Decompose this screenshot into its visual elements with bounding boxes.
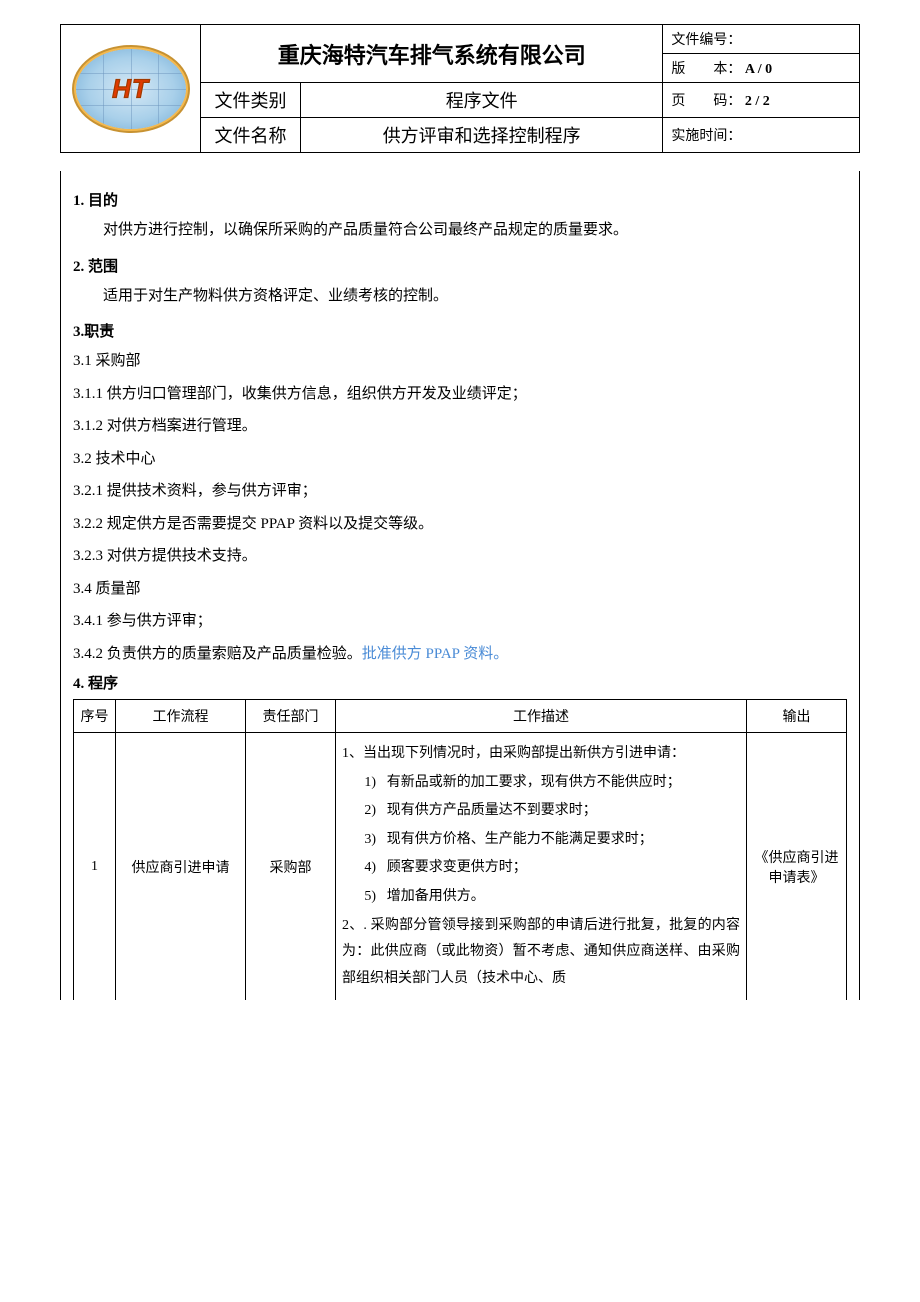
- clause-3-2: 3.2 技术中心: [73, 445, 847, 474]
- doc-number-label: 文件编号：: [671, 29, 741, 49]
- section-4-title: 4. 程序: [73, 672, 847, 693]
- desc-1: 1、当出现下列情况时，由采购部提出新供方引进申请：: [342, 741, 740, 768]
- cell-out: 《供应商引进申请表》: [747, 733, 847, 1001]
- cell-seq: 1: [74, 733, 116, 1001]
- col-desc-header: 工作描述: [336, 700, 747, 733]
- section-2-title: 2. 范围: [73, 255, 847, 276]
- clause-3-4-1: 3.4.1 参与供方评审；: [73, 607, 847, 636]
- content-frame: 1. 目的 对供方进行控制，以确保所采购的产品质量符合公司最终产品规定的质量要求…: [60, 171, 860, 1000]
- logo-text: HT: [112, 73, 149, 104]
- version-label: 版 本：: [671, 58, 741, 78]
- table-row: 1 供应商引进申请 采购部 1、当出现下列情况时，由采购部提出新供方引进申请： …: [74, 733, 847, 1001]
- page-cell: 页 码： 2 / 2: [663, 83, 860, 118]
- desc-1-3: 3)现有供方价格、生产能力不能满足要求时；: [342, 827, 740, 854]
- document-header-table: HT 重庆海特汽车排气系统有限公司 文件编号： 版 本： A / 0 文件类别 …: [60, 24, 860, 153]
- page-label: 页 码：: [671, 90, 741, 110]
- doc-category-label: 文件类别: [201, 83, 301, 118]
- clause-3-1-1: 3.1.1 供方归口管理部门，收集供方信息，组织供方开发及业绩评定；: [73, 380, 847, 409]
- col-out-header: 输出: [747, 700, 847, 733]
- page-value: 2 / 2: [745, 94, 770, 109]
- table-header-row: 序号 工作流程 责任部门 工作描述 输出: [74, 700, 847, 733]
- doc-name-value: 供方评审和选择控制程序: [301, 118, 663, 153]
- col-seq-header: 序号: [74, 700, 116, 733]
- desc-1-2: 2)现有供方产品质量达不到要求时；: [342, 798, 740, 825]
- section-1-text: 对供方进行控制，以确保所采购的产品质量符合公司最终产品规定的质量要求。: [73, 216, 847, 245]
- cell-flow: 供应商引进申请: [116, 733, 246, 1001]
- col-dept-header: 责任部门: [246, 700, 336, 733]
- company-logo: HT: [76, 49, 186, 129]
- clause-3-2-2: 3.2.2 规定供方是否需要提交 PPAP 资料以及提交等级。: [73, 510, 847, 539]
- clause-3-4-2-b: 批准供方 PPAP 资料。: [362, 646, 508, 662]
- clause-3-4-2-a: 3.4.2 负责供方的质量索赔及产品质量检验。: [73, 646, 362, 662]
- version-value: A / 0: [745, 62, 772, 77]
- clause-3-1: 3.1 采购部: [73, 347, 847, 376]
- impl-date-label: 实施时间：: [671, 125, 741, 145]
- doc-name-label: 文件名称: [201, 118, 301, 153]
- desc-1-4: 4)顾客要求变更供方时；: [342, 855, 740, 882]
- company-name: 重庆海特汽车排气系统有限公司: [201, 25, 663, 83]
- cell-desc: 1、当出现下列情况时，由采购部提出新供方引进申请： 1)有新品或新的加工要求，现…: [336, 733, 747, 1001]
- clause-3-2-3: 3.2.3 对供方提供技术支持。: [73, 542, 847, 571]
- section-3-title: 3.职责: [73, 320, 847, 341]
- section-2-text: 适用于对生产物料供方资格评定、业绩考核的控制。: [73, 282, 847, 311]
- cell-dept: 采购部: [246, 733, 336, 1001]
- section-1-title: 1. 目的: [73, 189, 847, 210]
- clause-3-2-1: 3.2.1 提供技术资料，参与供方评审；: [73, 477, 847, 506]
- doc-category-value: 程序文件: [301, 83, 663, 118]
- col-flow-header: 工作流程: [116, 700, 246, 733]
- procedure-table: 序号 工作流程 责任部门 工作描述 输出 1 供应商引进申请 采购部 1、当出现…: [73, 699, 847, 1000]
- desc-1-5: 5)增加备用供方。: [342, 884, 740, 911]
- logo-cell: HT: [61, 25, 201, 153]
- clause-3-4-2: 3.4.2 负责供方的质量索赔及产品质量检验。批准供方 PPAP 资料。: [73, 640, 847, 669]
- doc-number-cell: 文件编号：: [663, 25, 860, 54]
- version-cell: 版 本： A / 0: [663, 54, 860, 83]
- desc-1-1: 1)有新品或新的加工要求，现有供方不能供应时；: [342, 770, 740, 797]
- clause-3-4: 3.4 质量部: [73, 575, 847, 604]
- impl-date-cell: 实施时间：: [663, 118, 860, 153]
- desc-2: 2、. 采购部分管领导接到采购部的申请后进行批复，批复的内容为：此供应商（或此物…: [342, 913, 740, 993]
- clause-3-1-2: 3.1.2 对供方档案进行管理。: [73, 412, 847, 441]
